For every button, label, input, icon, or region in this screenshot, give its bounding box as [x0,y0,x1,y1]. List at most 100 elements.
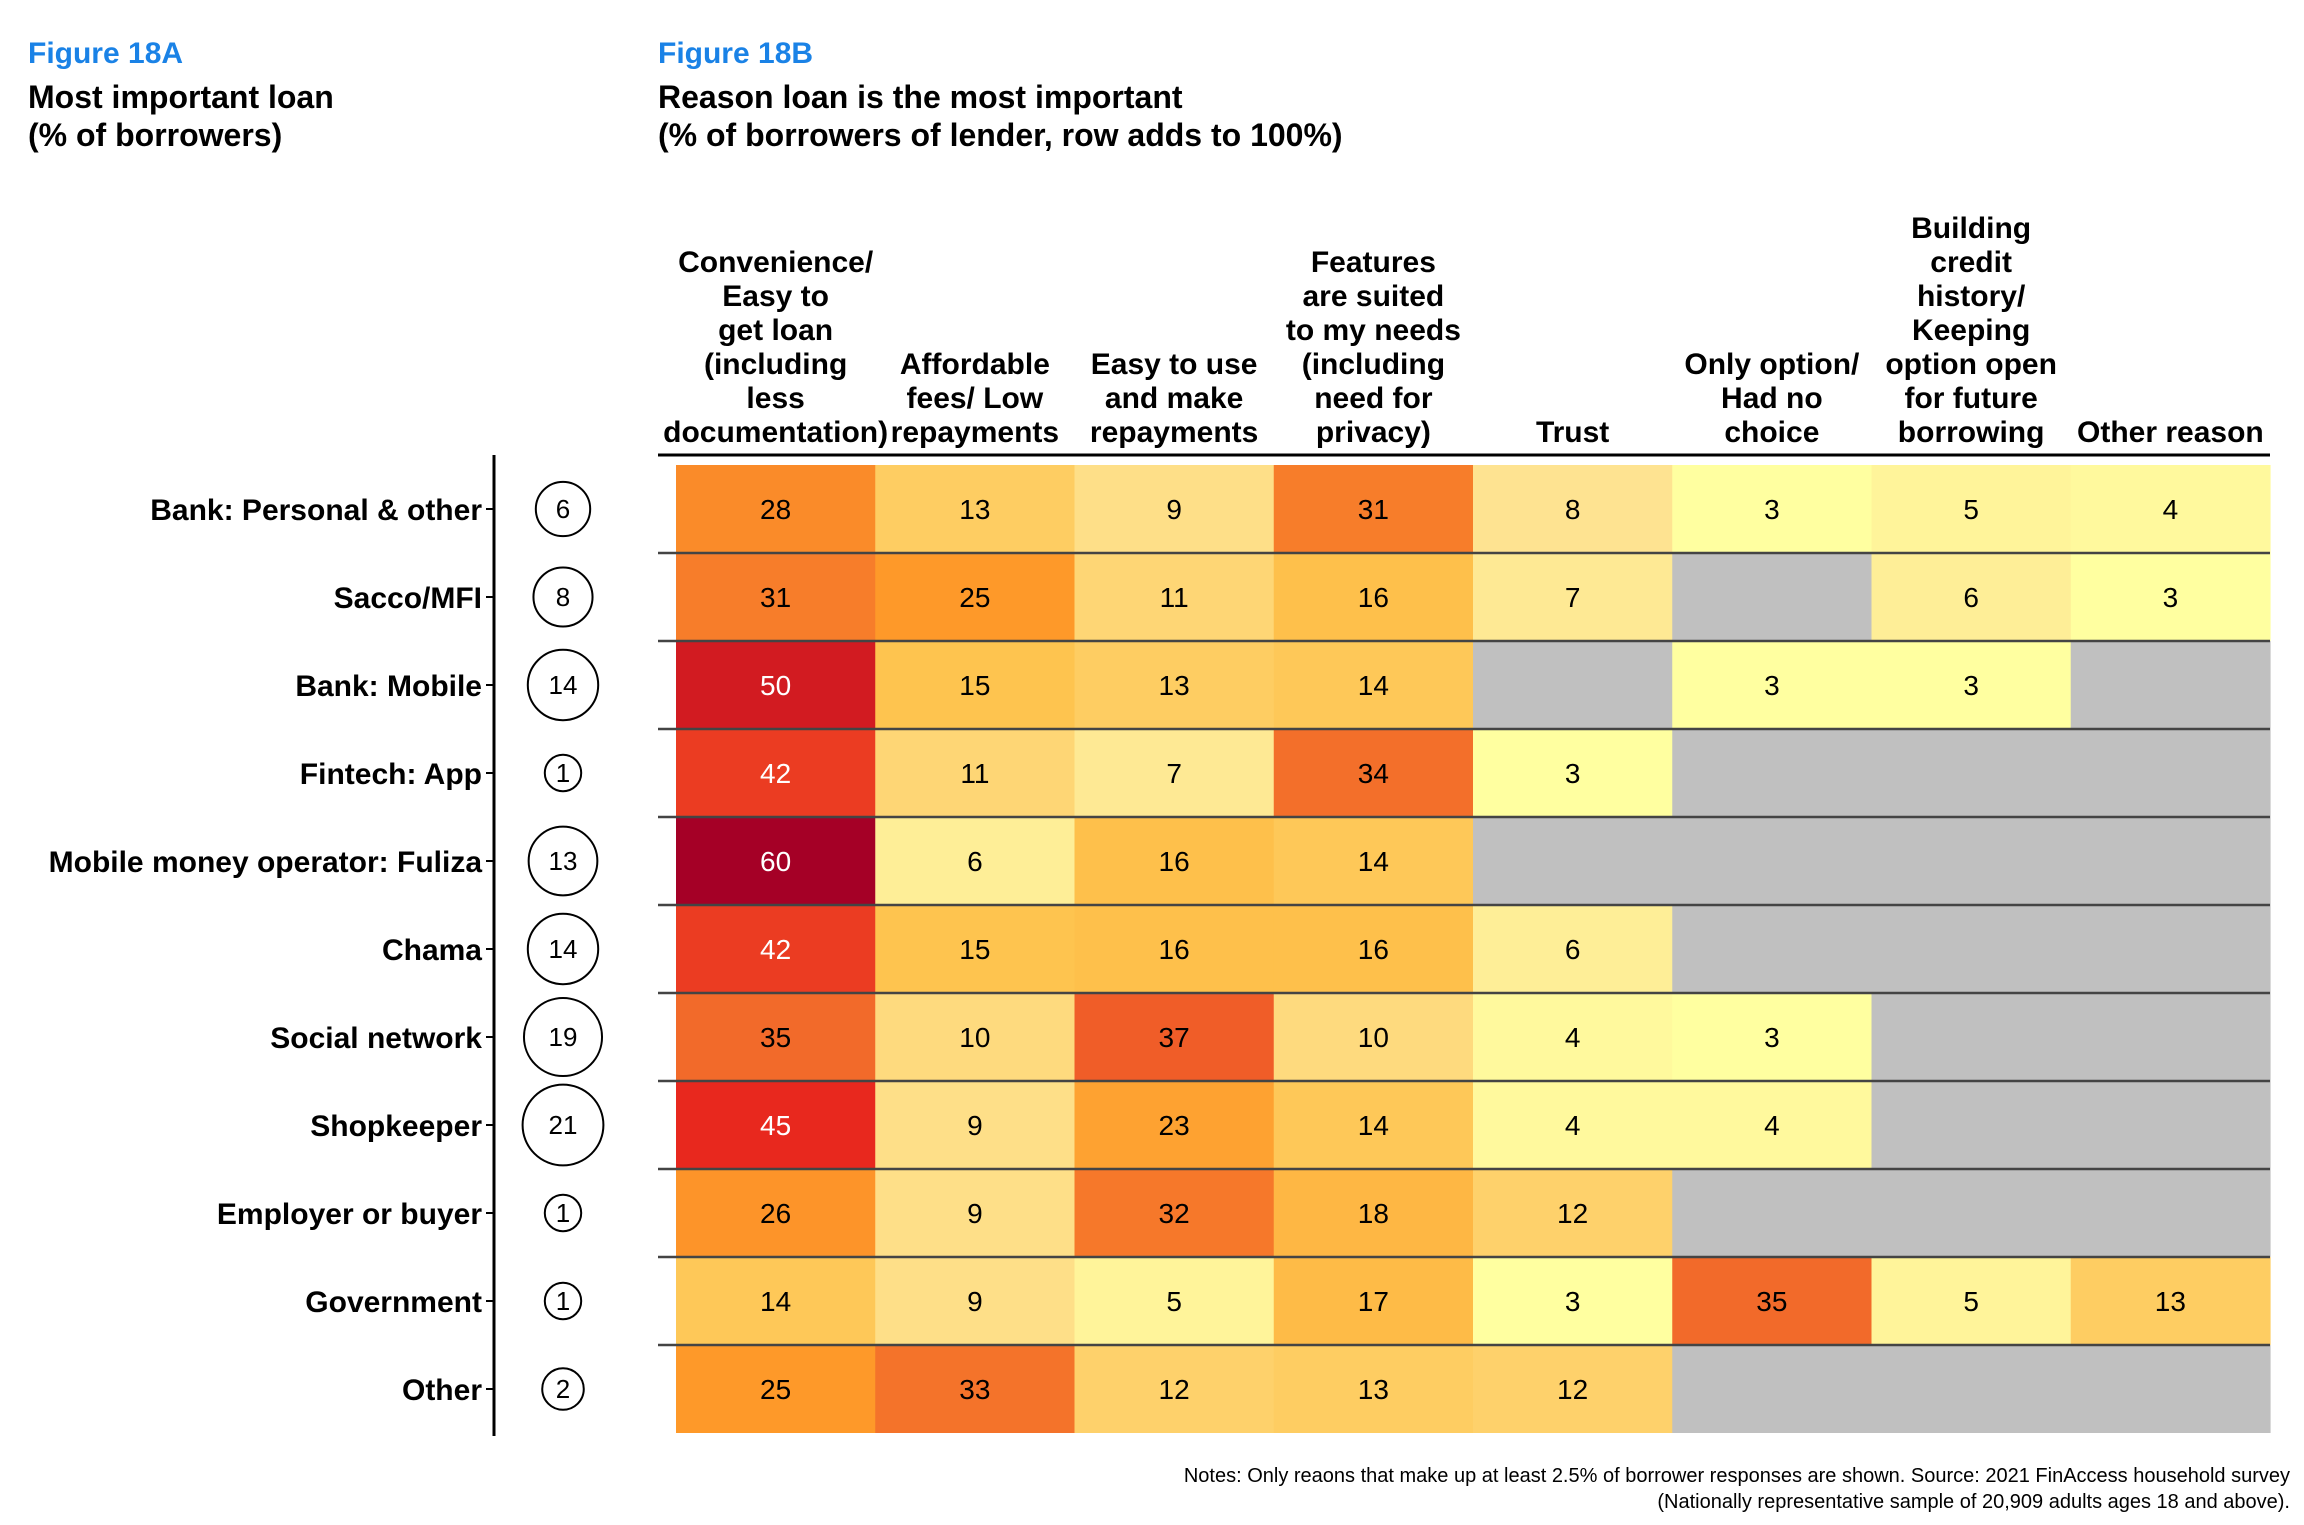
column-header-text: history/ [1917,280,2026,313]
heatmap-cell-value: 25 [959,582,990,613]
column-header-text: credit [1930,246,2012,279]
row-label: Bank: Personal & other [150,494,482,527]
loan-share-bubble [543,1281,583,1321]
heatmap-cell [1273,1257,1474,1345]
heatmap-cell-value: 4 [2163,494,2179,525]
heatmap-cell [875,817,1076,905]
heatmap-cell-value: 9 [967,1198,983,1229]
heatmap-cell-value: 3 [1565,1286,1581,1317]
heatmap-cell-value: 14 [1358,846,1389,877]
heatmap-cell-value: 23 [1159,1110,1190,1141]
heatmap-cell [676,817,876,905]
figure-18a-label: Figure 18A [28,37,183,70]
heatmap-cell-value: 45 [760,1110,791,1141]
column-header-text: borrowing [1898,416,2045,449]
loan-share-bubble [543,753,583,793]
heatmap-cell-value: 6 [1963,582,1979,613]
heatmap-cell-value: 7 [1565,582,1581,613]
heatmap-cell-empty [1871,1169,2072,1257]
heatmap-cell-value: 33 [959,1374,990,1405]
heatmap-cell-value: 5 [1963,494,1979,525]
heatmap-cell [1473,905,1673,993]
row-dividers [658,551,2270,1347]
heatmap-cell-value: 12 [1557,1198,1588,1229]
heatmap-cell-value: 42 [760,934,791,965]
heatmap-cell-empty [2070,993,2271,1081]
loan-share-value: 13 [549,846,578,876]
loan-share-value: 6 [556,494,570,524]
heatmap-cell-empty [1871,1081,2072,1169]
heatmap-cell [1871,1257,2072,1345]
heatmap-cell-value: 4 [1565,1022,1581,1053]
notes-line-1: Notes: Only reaons that make up at least… [1184,1465,2290,1487]
heatmap-cell [2070,1257,2271,1345]
heatmap-cell-value: 35 [760,1022,791,1053]
heatmap-cell [1473,1169,1673,1257]
heatmap-cell-empty [1473,641,1673,729]
heatmap-cell [875,465,1076,553]
heatmap-cell [875,641,1076,729]
column-header-text: choice [1724,416,1819,449]
heatmap-cell [676,641,876,729]
row-label: Shopkeeper [310,1110,482,1143]
heatmap-cell-empty [1871,1345,2072,1433]
heatmap-cell-value: 10 [1358,1022,1389,1053]
heatmap-cell [1074,553,1275,641]
heatmap-cell [1672,1257,1873,1345]
heatmap-cell-value: 5 [1963,1286,1979,1317]
heatmap-cell-value: 13 [1358,1374,1389,1405]
heatmap-cell-empty [1871,817,2072,905]
heatmap-cell-empty [1672,905,1873,993]
heatmap-cell [875,1257,1076,1345]
heatmap-cell-value: 28 [760,494,791,525]
heatmap-cell [1074,1169,1275,1257]
heatmap-cell-value: 16 [1358,934,1389,965]
heatmap-cell [1473,553,1673,641]
heatmap-cell-empty [1672,1345,1873,1433]
notes-line-2: (Nationally representative sample of 20,… [1657,1491,2290,1513]
heatmap-cell [1273,1345,1474,1433]
row-label: Government [305,1286,482,1319]
heatmap-cell [1273,905,1474,993]
heatmap-cell-value: 11 [1160,582,1189,613]
heatmap-cell-empty [2070,641,2271,729]
heatmap-cell-value: 17 [1358,1286,1389,1317]
heatmap-cell-value: 13 [959,494,990,525]
heatmap-cell [1074,641,1275,729]
heatmap-cell-value: 37 [1159,1022,1190,1053]
column-header-text: Affordable [900,348,1050,381]
heatmap-cell-empty [1473,817,1673,905]
column-header-text: (including [704,348,847,381]
figure-18b-title: Reason loan is the most important [658,79,1183,115]
heatmap-cell [1273,465,1474,553]
heatmap-cell [1074,729,1275,817]
heatmap-cell [676,553,876,641]
heatmap-cell-value: 31 [1358,494,1389,525]
heatmap-cell-value: 10 [959,1022,990,1053]
heatmap-cell-empty [2070,1345,2271,1433]
heatmap-cell-value: 13 [2155,1286,2186,1317]
heatmap-cell [676,905,876,993]
heatmap-cell [1672,465,1873,553]
loan-share-value: 21 [549,1110,578,1140]
row-label: Employer or buyer [217,1198,482,1231]
heatmap-cell [676,1345,876,1433]
row-label: Chama [382,934,482,967]
heatmap-cells: 28 13 9 31 8 3 5 431 25 11 16 7 6 350 15 13 14 3 342 11 7 34 3… [676,465,2271,1433]
heatmap-cell-value: 3 [1764,1022,1780,1053]
column-header-text: Easy to use [1091,348,1258,381]
heatmap-cell [1672,1081,1873,1169]
column-header-text: option open [1885,348,2057,381]
heatmap-cell-value: 6 [1565,934,1581,965]
figure-18a-title: Most important loan [28,79,334,115]
column-header-text: to my needs [1286,314,1461,347]
heatmap-cell [875,1081,1076,1169]
loan-share-bubble [534,480,592,538]
column-header-text: Only option/ [1684,348,1860,381]
row-label: Fintech: App [300,758,482,791]
heatmap-cell-empty [1871,729,2072,817]
heatmap-cell [1074,465,1275,553]
loan-share-bubbles: 6 8 14 1 13 14 19 21 1 1 2 [521,480,605,1411]
heatmap-cell [1473,993,1673,1081]
